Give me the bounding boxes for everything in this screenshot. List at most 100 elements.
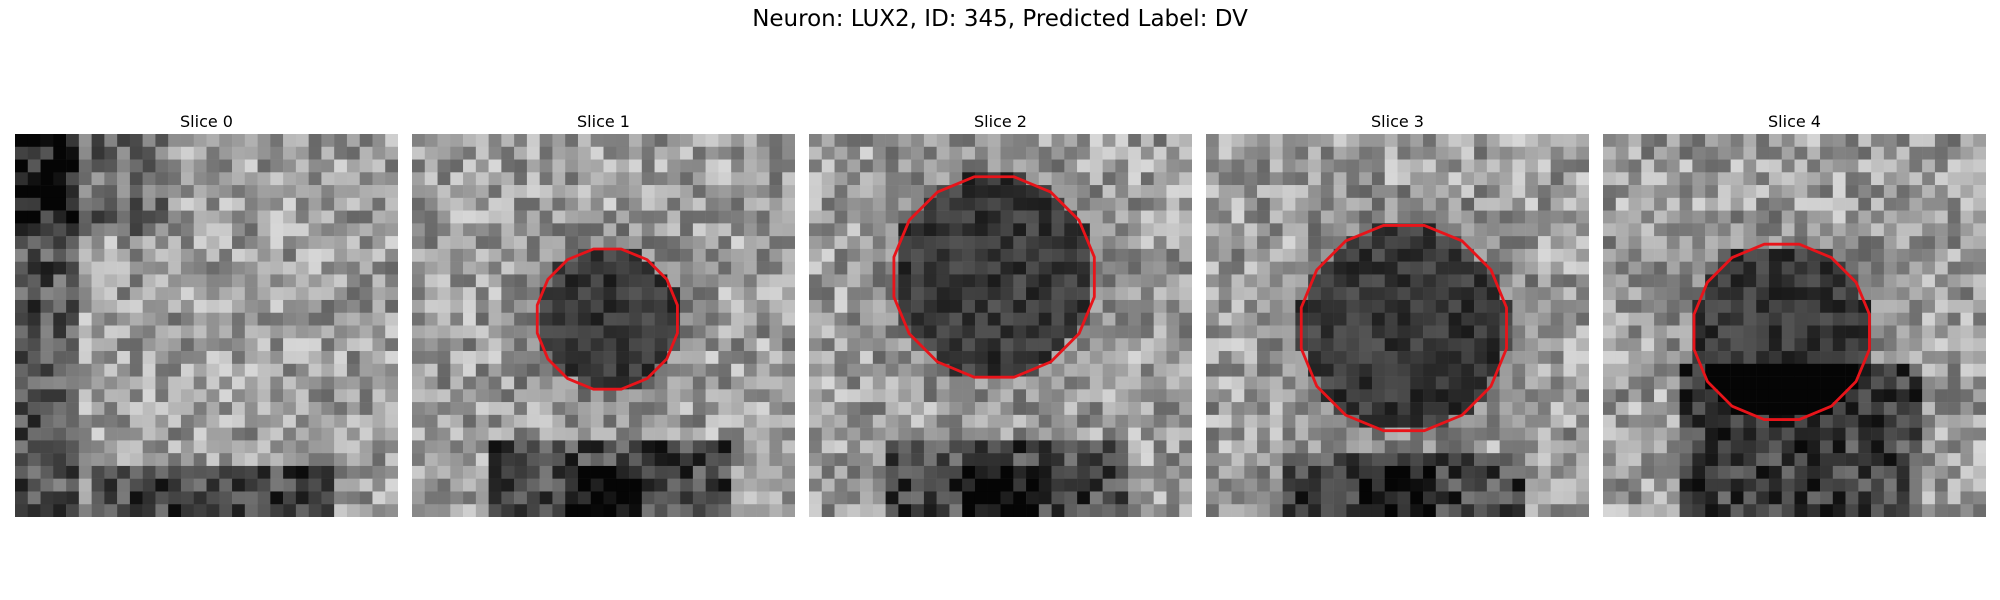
image-pixel xyxy=(66,299,80,313)
image-pixel xyxy=(1218,312,1232,326)
image-pixel xyxy=(539,465,553,479)
image-pixel xyxy=(1140,389,1154,403)
image-pixel xyxy=(1563,427,1577,441)
image-pixel xyxy=(616,402,630,416)
image-pixel xyxy=(616,440,630,454)
image-pixel xyxy=(129,197,143,211)
image-pixel xyxy=(885,236,899,250)
image-pixel xyxy=(450,236,464,250)
image-pixel xyxy=(552,504,566,517)
image-pixel xyxy=(1013,338,1027,352)
image-pixel xyxy=(782,402,795,416)
image-pixel xyxy=(1563,185,1577,199)
image-pixel xyxy=(1666,453,1680,467)
image-pixel xyxy=(1654,491,1668,505)
image-pixel xyxy=(629,504,643,517)
image-pixel xyxy=(539,363,553,377)
image-pixel xyxy=(743,197,757,211)
image-pixel xyxy=(1537,504,1551,517)
slice-panel-1: Slice 1 xyxy=(412,110,795,517)
image-pixel xyxy=(1410,159,1424,173)
image-pixel xyxy=(488,465,502,479)
image-pixel xyxy=(1320,274,1334,288)
image-pixel xyxy=(731,299,745,313)
image-pixel xyxy=(180,402,194,416)
image-pixel xyxy=(321,172,335,186)
image-pixel xyxy=(1550,338,1564,352)
image-pixel xyxy=(1206,261,1220,275)
image-pixel xyxy=(104,453,118,467)
image-pixel xyxy=(1051,351,1065,365)
image-pixel xyxy=(475,453,489,467)
image-pixel xyxy=(1371,146,1385,160)
image-pixel xyxy=(91,146,105,160)
image-pixel xyxy=(1960,287,1974,301)
image-pixel xyxy=(1257,236,1271,250)
image-pixel xyxy=(1038,134,1052,148)
image-pixel xyxy=(809,376,823,390)
image-pixel xyxy=(15,159,29,173)
image-pixel xyxy=(359,491,373,505)
image-pixel xyxy=(1679,248,1693,262)
image-pixel xyxy=(1743,351,1757,365)
image-pixel xyxy=(1820,325,1834,339)
image-pixel xyxy=(308,440,322,454)
image-pixel xyxy=(1794,325,1808,339)
image-pixel xyxy=(104,236,118,250)
image-pixel xyxy=(40,440,54,454)
image-pixel xyxy=(1845,210,1859,224)
image-pixel xyxy=(321,248,335,262)
image-pixel xyxy=(680,261,694,275)
image-pixel xyxy=(898,287,912,301)
image-pixel xyxy=(117,236,131,250)
image-pixel xyxy=(1051,491,1065,505)
image-pixel xyxy=(911,402,925,416)
image-pixel xyxy=(923,236,937,250)
image-pixel xyxy=(1730,427,1744,441)
image-pixel xyxy=(1794,427,1808,441)
image-pixel xyxy=(923,274,937,288)
image-pixel xyxy=(1781,351,1795,365)
image-pixel xyxy=(1013,312,1027,326)
image-pixel xyxy=(782,274,795,288)
image-pixel xyxy=(1000,427,1014,441)
image-pixel xyxy=(219,440,233,454)
image-pixel xyxy=(756,465,770,479)
image-pixel xyxy=(180,236,194,250)
image-pixel xyxy=(1359,287,1373,301)
image-pixel xyxy=(1973,146,1986,160)
image-pixel xyxy=(1730,223,1744,237)
image-pixel xyxy=(334,478,348,492)
image-pixel xyxy=(577,223,591,237)
image-pixel xyxy=(629,185,643,199)
image-pixel xyxy=(1832,491,1846,505)
image-pixel xyxy=(911,389,925,403)
image-pixel xyxy=(1435,146,1449,160)
image-pixel xyxy=(1064,453,1078,467)
image-pixel xyxy=(321,236,335,250)
image-pixel xyxy=(1102,210,1116,224)
image-pixel xyxy=(1244,287,1258,301)
image-pixel xyxy=(117,376,131,390)
image-pixel xyxy=(1384,363,1398,377)
image-pixel xyxy=(756,440,770,454)
image-pixel xyxy=(1730,312,1744,326)
image-pixel xyxy=(501,312,515,326)
image-pixel xyxy=(654,325,668,339)
image-pixel xyxy=(1576,363,1589,377)
image-pixel xyxy=(1346,146,1360,160)
image-pixel xyxy=(1333,504,1347,517)
image-pixel xyxy=(1064,440,1078,454)
image-pixel xyxy=(1883,491,1897,505)
image-pixel xyxy=(295,504,309,517)
image-pixel xyxy=(1896,274,1910,288)
image-pixel xyxy=(809,478,823,492)
image-pixel xyxy=(206,389,220,403)
image-pixel xyxy=(424,146,438,160)
image-pixel xyxy=(1102,299,1116,313)
image-pixel xyxy=(1743,287,1757,301)
image-pixel xyxy=(1231,185,1245,199)
image-pixel xyxy=(654,465,668,479)
image-pixel xyxy=(1038,146,1052,160)
image-pixel xyxy=(1679,287,1693,301)
